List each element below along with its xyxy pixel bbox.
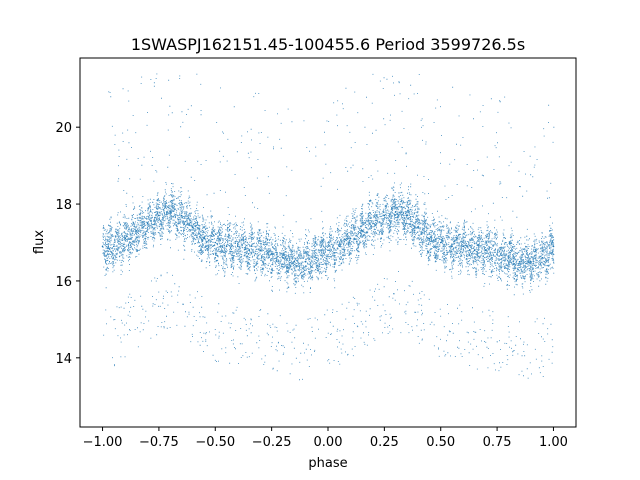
y-axis: 14 16 18 20 (55, 121, 80, 367)
data-point (203, 237, 205, 240)
y-tick-label: 14 (55, 352, 72, 367)
data-point (428, 237, 431, 240)
data-point (237, 245, 239, 248)
data-point (518, 260, 521, 263)
data-point (124, 237, 126, 240)
x-axis: −1.00 −0.75 −0.50 −0.25 0.00 0.25 0.50 0.75 1.00 (83, 427, 568, 450)
x-tick-label: 0.50 (426, 435, 455, 450)
data-point (282, 257, 284, 259)
x-tick-label: −1.00 (83, 435, 123, 450)
data-point (473, 249, 476, 251)
x-tick-label: −0.50 (195, 435, 235, 450)
chart-title: 1SWASPJ162151.45-100455.6 Period 3599726… (131, 35, 525, 54)
data-point (552, 245, 555, 248)
data-point (248, 249, 250, 251)
data-points (101, 73, 555, 381)
data-point (462, 245, 465, 248)
data-point (270, 253, 273, 255)
data-point (485, 249, 487, 251)
data-point (349, 237, 352, 240)
data-point (439, 241, 442, 244)
data-point (496, 253, 498, 255)
data-point (406, 214, 408, 217)
data-point (101, 245, 104, 248)
data-point (507, 257, 510, 259)
x-tick-label: 1.00 (539, 435, 568, 450)
data-point (372, 222, 374, 225)
data-point (394, 210, 397, 213)
y-axis-label: flux (32, 230, 47, 254)
data-point (180, 214, 183, 217)
data-point (383, 214, 386, 217)
y-tick-label: 20 (55, 121, 72, 136)
x-tick-label: −0.75 (139, 435, 179, 450)
data-point (530, 260, 532, 263)
data-point (225, 245, 228, 248)
data-point (259, 249, 262, 251)
data-point (135, 230, 138, 232)
y-tick-label: 16 (55, 275, 72, 290)
data-point (191, 226, 194, 228)
x-tick-label: −0.25 (252, 435, 292, 450)
data-point (315, 257, 318, 259)
y-tick-label: 18 (55, 198, 72, 213)
x-tick-label: 0.75 (483, 435, 512, 450)
data-point (146, 222, 149, 225)
data-point (158, 214, 160, 217)
data-point (214, 241, 217, 244)
x-tick-label: 0.00 (314, 435, 343, 450)
data-point (338, 245, 341, 248)
data-point (327, 249, 329, 251)
x-tick-label: 0.25 (370, 435, 399, 450)
data-point (169, 210, 171, 213)
data-point (293, 260, 295, 263)
data-point (417, 226, 419, 228)
data-point (541, 257, 543, 259)
data-point (304, 260, 307, 263)
data-point (361, 230, 363, 232)
data-point (451, 245, 453, 248)
data-point (113, 245, 115, 248)
x-axis-label: phase (308, 456, 347, 471)
